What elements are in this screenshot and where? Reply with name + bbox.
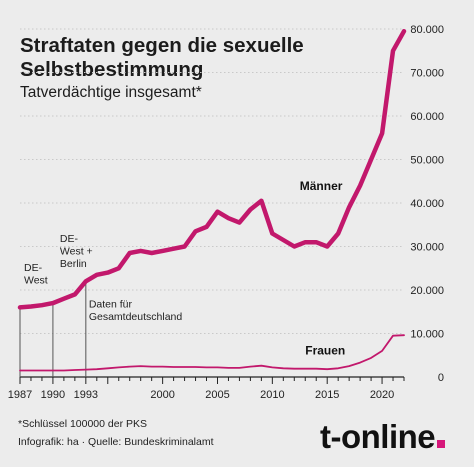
y-tick-label: 40.000	[410, 198, 444, 210]
y-tick-label: 10.000	[410, 329, 444, 341]
annotation-label: West	[24, 274, 48, 286]
series-line-männer	[17, 28, 407, 310]
t-online-logo: t-online	[320, 418, 446, 456]
annotation-label: Gesamtdeutschland	[89, 311, 183, 323]
x-tick-label: 2010	[260, 389, 284, 401]
footnote: *Schlüssel 100000 der PKS	[18, 418, 147, 430]
y-tick-label: 30.000	[410, 242, 444, 254]
logo-text: t-online	[320, 418, 436, 455]
y-tick-label: 80.000	[410, 24, 444, 36]
series-label: Männer	[300, 179, 343, 193]
series-label: Frauen	[305, 343, 345, 357]
x-tick-label: 1990	[41, 389, 65, 401]
series-line-frauen	[19, 334, 405, 372]
annotation-label: DE-	[60, 233, 79, 245]
logo-dot	[437, 440, 446, 448]
x-tick-label: 2020	[370, 389, 394, 401]
annotation-label: Berlin	[60, 258, 87, 270]
chart-title: Straftaten gegen die sexuelle Selbstbest…	[20, 34, 304, 81]
y-tick-label: 20.000	[410, 285, 444, 297]
y-tick-label: 0	[438, 372, 444, 384]
chart-subtitle: Tatverdächtige insgesamt*	[20, 84, 202, 101]
annotation-label: Daten für	[89, 298, 133, 310]
x-tick-label: 2015	[315, 389, 339, 401]
y-tick-label: 50.000	[410, 155, 444, 167]
y-tick-label: 60.000	[410, 111, 444, 123]
credits: Infografik: ha · Quelle: Bundeskriminala…	[18, 436, 214, 448]
annotation-label: West +	[60, 246, 93, 258]
y-tick-label: 70.000	[410, 68, 444, 80]
x-tick-label: 1987	[8, 389, 32, 401]
x-tick-label: 2000	[150, 389, 174, 401]
x-tick-label: 1993	[74, 389, 98, 401]
x-tick-label: 2005	[205, 389, 229, 401]
annotation-label: DE-	[24, 262, 43, 274]
